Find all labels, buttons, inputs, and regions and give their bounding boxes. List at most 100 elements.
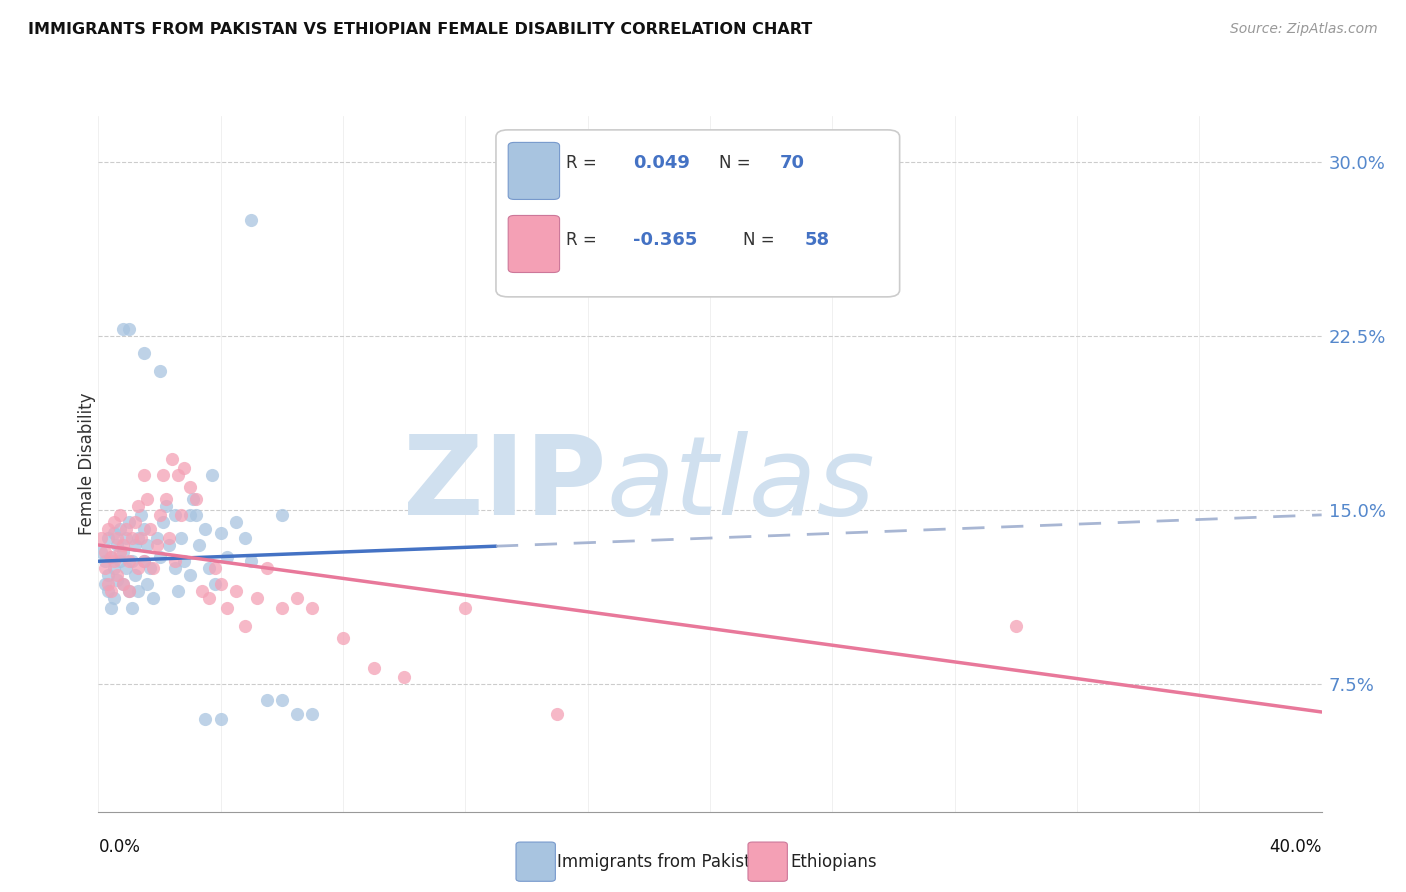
Point xyxy=(209,577,232,591)
Point xyxy=(270,508,292,522)
Point xyxy=(127,584,149,599)
Point xyxy=(108,545,131,559)
Point xyxy=(108,554,131,568)
Point xyxy=(145,538,167,552)
Point xyxy=(134,345,156,359)
Y-axis label: Female Disability: Female Disability xyxy=(79,392,96,535)
Point xyxy=(173,554,195,568)
Point xyxy=(139,561,162,575)
Point xyxy=(167,584,190,599)
Point xyxy=(170,531,193,545)
Point xyxy=(97,577,120,591)
Point xyxy=(103,561,125,575)
Point xyxy=(134,554,156,568)
Point xyxy=(108,522,131,536)
Point xyxy=(256,561,278,575)
Point xyxy=(134,522,156,536)
Point xyxy=(111,538,134,552)
Point xyxy=(93,577,115,591)
Point xyxy=(233,619,256,633)
Point xyxy=(103,526,125,541)
Text: Immigrants from Pakistan: Immigrants from Pakistan xyxy=(557,853,770,871)
Text: N =: N = xyxy=(742,231,780,249)
Point xyxy=(134,468,156,483)
Point xyxy=(103,591,125,606)
Text: 70: 70 xyxy=(780,154,804,172)
Text: Source: ZipAtlas.com: Source: ZipAtlas.com xyxy=(1230,22,1378,37)
Point xyxy=(93,554,115,568)
Text: atlas: atlas xyxy=(606,431,875,538)
Point xyxy=(270,600,292,615)
Point xyxy=(136,577,159,591)
Point xyxy=(145,531,167,545)
Text: R =: R = xyxy=(565,231,602,249)
Point xyxy=(160,452,183,467)
Point xyxy=(301,707,323,722)
Point xyxy=(100,549,122,564)
Point xyxy=(149,549,172,564)
Text: -0.365: -0.365 xyxy=(633,231,697,249)
FancyBboxPatch shape xyxy=(508,143,560,200)
Point xyxy=(197,591,219,606)
Point xyxy=(139,522,162,536)
Point xyxy=(115,522,138,536)
Point xyxy=(136,491,159,506)
Point xyxy=(1004,619,1026,633)
Point xyxy=(454,600,477,615)
Point xyxy=(240,554,263,568)
Point xyxy=(285,707,308,722)
Point xyxy=(127,531,149,545)
Point xyxy=(111,322,134,336)
Point xyxy=(149,364,172,378)
Point xyxy=(270,693,292,707)
Point xyxy=(209,526,232,541)
Point xyxy=(194,712,217,726)
Text: 0.0%: 0.0% xyxy=(98,838,141,856)
Point xyxy=(100,600,122,615)
Point xyxy=(97,584,120,599)
Point xyxy=(115,561,138,575)
Point xyxy=(118,554,141,568)
Point xyxy=(105,538,128,552)
Point xyxy=(93,561,115,575)
Point xyxy=(188,538,211,552)
Point xyxy=(152,468,174,483)
Point xyxy=(103,515,125,529)
Point xyxy=(155,491,177,506)
Point xyxy=(118,322,141,336)
Point xyxy=(103,554,125,568)
Point xyxy=(163,508,186,522)
Point xyxy=(170,508,193,522)
Text: IMMIGRANTS FROM PAKISTAN VS ETHIOPIAN FEMALE DISABILITY CORRELATION CHART: IMMIGRANTS FROM PAKISTAN VS ETHIOPIAN FE… xyxy=(28,22,813,37)
Point xyxy=(152,515,174,529)
Point xyxy=(163,561,186,575)
Point xyxy=(179,480,201,494)
FancyBboxPatch shape xyxy=(496,130,900,297)
Point xyxy=(100,584,122,599)
Point xyxy=(157,531,180,545)
Point xyxy=(392,670,416,684)
Point xyxy=(194,522,217,536)
Point xyxy=(134,554,156,568)
Point xyxy=(256,693,278,707)
Point xyxy=(149,508,172,522)
Point xyxy=(127,499,149,513)
Point xyxy=(200,468,222,483)
Point xyxy=(225,515,247,529)
Point xyxy=(179,508,201,522)
Point xyxy=(225,584,247,599)
Point xyxy=(115,531,138,545)
Point xyxy=(127,561,149,575)
Point xyxy=(121,600,143,615)
Point xyxy=(111,577,134,591)
Point xyxy=(108,508,131,522)
Point xyxy=(90,545,112,559)
Point xyxy=(90,531,112,545)
Point xyxy=(363,661,385,675)
Point xyxy=(240,213,263,227)
Point xyxy=(155,499,177,513)
Point xyxy=(105,568,128,582)
Point xyxy=(142,591,165,606)
Text: 40.0%: 40.0% xyxy=(1270,838,1322,856)
Point xyxy=(181,491,204,506)
